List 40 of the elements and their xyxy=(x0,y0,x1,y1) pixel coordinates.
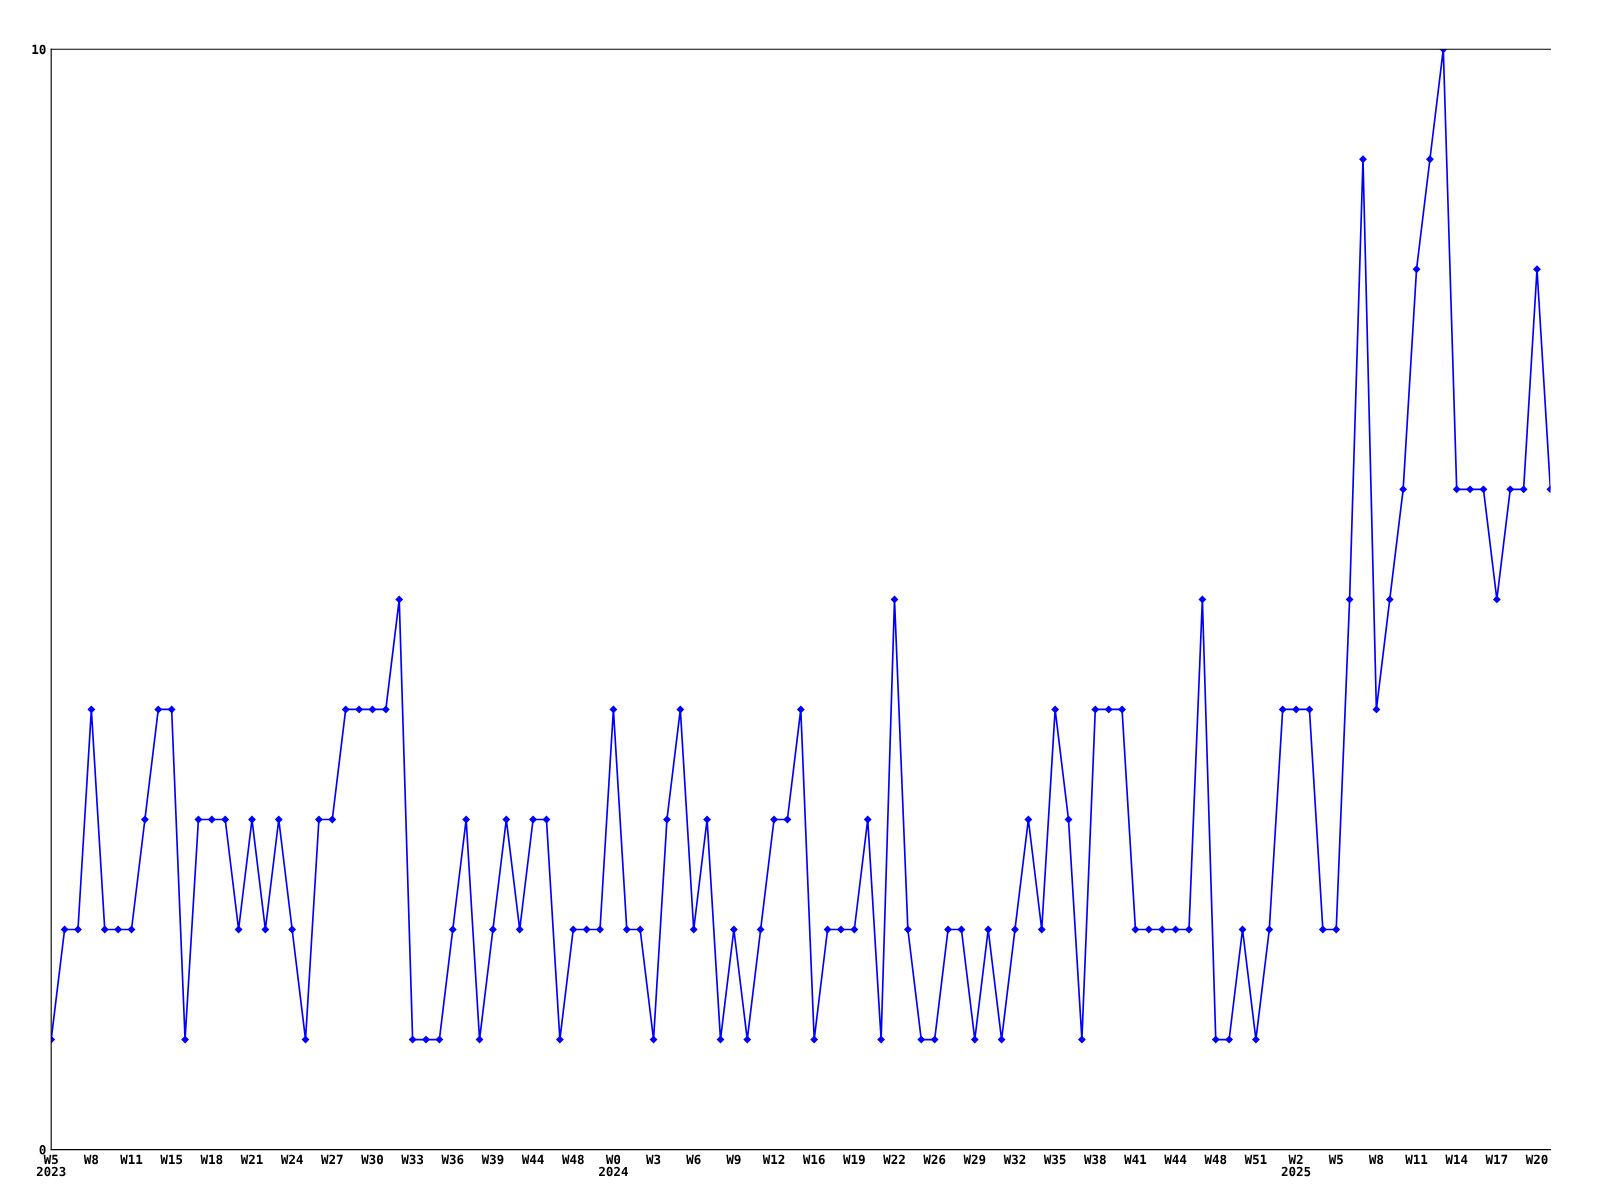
x-tick-label: W21 xyxy=(240,1154,263,1164)
x-tick-label: W51 xyxy=(1244,1154,1267,1165)
x-tick-label: W39 xyxy=(481,1154,504,1165)
x-tick-label: W18 xyxy=(200,1154,223,1165)
x-tick-label: W24 xyxy=(280,1154,303,1164)
x-tick-label: W48 xyxy=(1204,1154,1227,1165)
x-tick-label: W36 xyxy=(441,1154,464,1165)
x-tick-label: W17 xyxy=(1485,1154,1508,1164)
x-tick-label: W8 xyxy=(83,1154,99,1165)
x-tick-label: W3 xyxy=(646,1154,661,1165)
x-tick-label: W35 xyxy=(1043,1154,1066,1165)
x-tick-label: W19 xyxy=(843,1154,865,1165)
x-tick-label: W32 xyxy=(1003,1154,1026,1165)
x-tick-label: W29 xyxy=(963,1154,986,1165)
x-tick-label: W8 xyxy=(1368,1154,1384,1165)
x-tick-label: W30 xyxy=(361,1154,383,1165)
x-tick-label: W5 2023 xyxy=(36,1154,66,1177)
x-tick-label: W12 xyxy=(762,1154,785,1164)
x-tick-label: W0 2024 xyxy=(599,1154,628,1177)
x-tick-label: W14 xyxy=(1445,1154,1468,1164)
x-tick-label: W6 xyxy=(686,1154,701,1165)
x-tick-label: W26 xyxy=(923,1154,946,1165)
x-tick-label: W48 xyxy=(561,1154,584,1165)
y-tick-label: 10 xyxy=(32,44,46,55)
x-tick-label: W41 xyxy=(1124,1154,1147,1164)
x-tick-label: W16 xyxy=(802,1154,825,1165)
x-tick-label: W15 xyxy=(160,1154,183,1165)
x-tick-label: W5 xyxy=(1328,1154,1343,1165)
x-tick-label: W33 xyxy=(401,1154,424,1165)
x-tick-label: W11 xyxy=(120,1154,143,1164)
x-tick-label: W20 xyxy=(1525,1154,1548,1165)
x-tick-label: W38 xyxy=(1084,1154,1106,1165)
x-tick-label: W22 xyxy=(883,1154,905,1164)
x-tick-label: W27 xyxy=(321,1154,343,1164)
x-tick-label: W11 xyxy=(1405,1154,1428,1164)
y-tick-label: 0 xyxy=(39,1145,46,1155)
x-tick-label: W44 xyxy=(521,1154,544,1164)
x-tick-label: W2 2025 xyxy=(1281,1154,1311,1177)
x-tick-label: W9 xyxy=(726,1154,741,1165)
x-tick-label: W44 xyxy=(1164,1154,1187,1164)
